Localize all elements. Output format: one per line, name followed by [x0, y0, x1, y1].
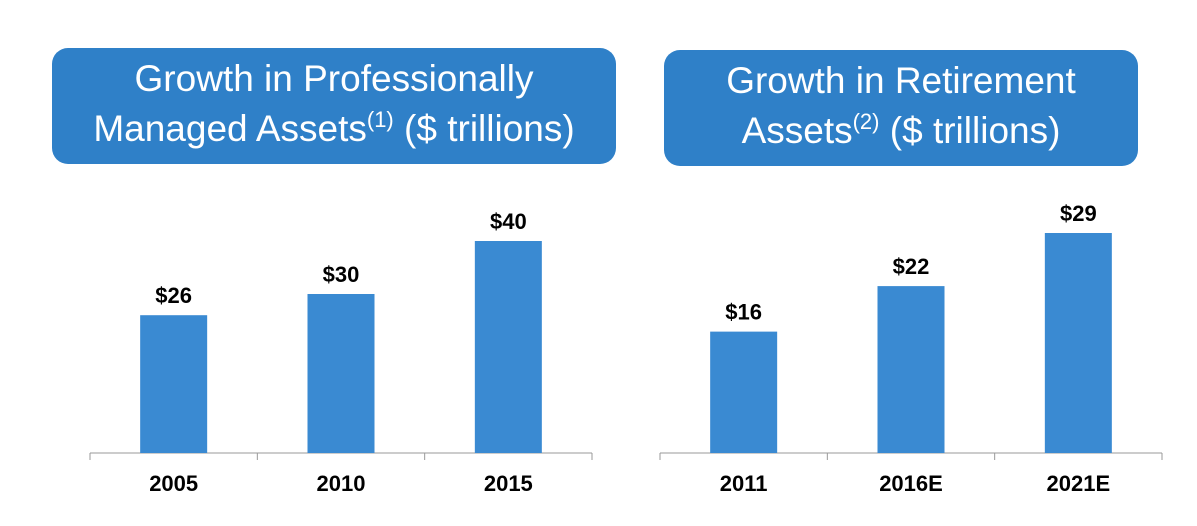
chart-title-retirement-assets: Growth in Retirement Assets(2) ($ trilli… — [664, 50, 1138, 166]
data-label: $29 — [1060, 201, 1097, 226]
category-label: 2016E — [879, 471, 943, 496]
chart-title-professionally-managed-assets: Growth in Professionally Managed Assets(… — [52, 48, 616, 164]
category-label: 2021E — [1047, 471, 1111, 496]
category-label: 2010 — [317, 471, 366, 496]
bar-2010 — [307, 294, 375, 453]
category-label: 2011 — [720, 471, 768, 496]
bar-2016E — [877, 286, 945, 453]
bar-2005 — [140, 315, 208, 453]
category-label: 2005 — [149, 471, 198, 496]
data-label: $16 — [725, 300, 762, 325]
data-label: $30 — [323, 262, 360, 287]
bar-2015 — [474, 241, 542, 453]
data-label: $22 — [893, 254, 930, 279]
footnote-marker-1: (1) — [366, 107, 394, 132]
bar-2021E — [1044, 233, 1112, 453]
footnote-marker-2: (2) — [852, 109, 880, 134]
data-label: $26 — [155, 283, 192, 308]
data-label: $40 — [490, 209, 527, 234]
bar-2011 — [710, 331, 778, 453]
category-label: 2015 — [484, 471, 533, 496]
